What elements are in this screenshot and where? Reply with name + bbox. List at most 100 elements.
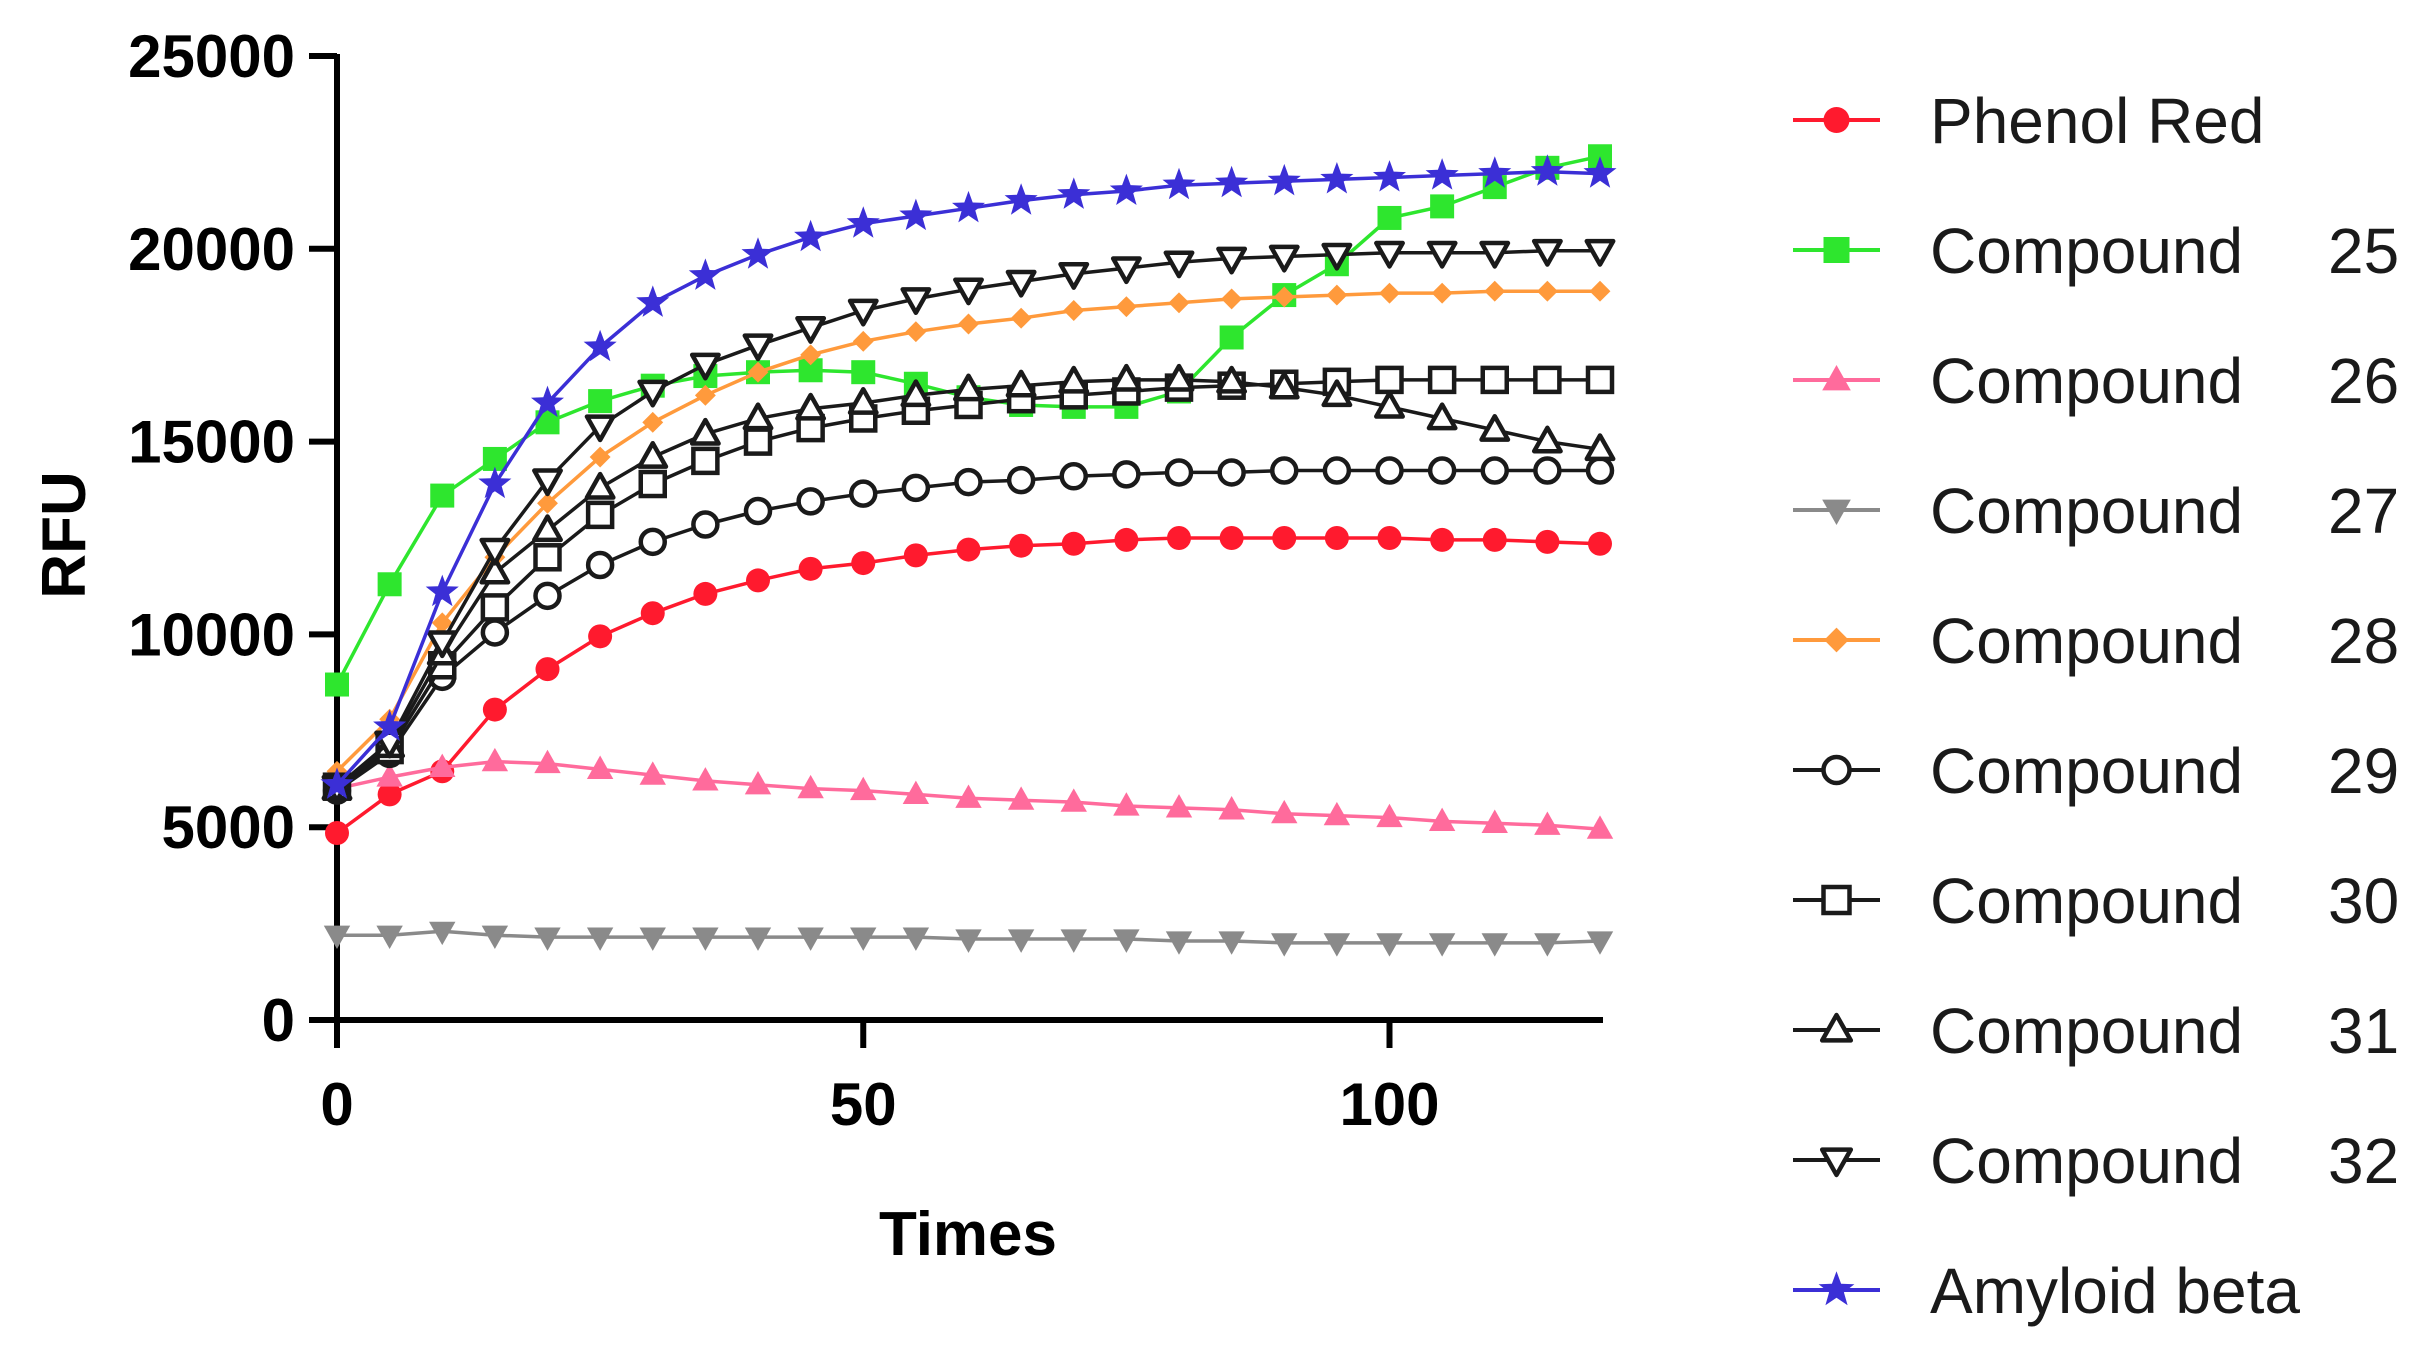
- series-6: [322, 365, 1615, 801]
- legend-number: 31: [2328, 995, 2399, 1067]
- data-point: [478, 466, 512, 499]
- data-point: [1164, 458, 1194, 487]
- data-point: [479, 537, 511, 566]
- x-tick-label: 0: [320, 1071, 353, 1138]
- data-point: [531, 385, 564, 418]
- data-point: [1005, 269, 1037, 298]
- series-5: [322, 456, 1615, 805]
- data-point: [1321, 379, 1353, 408]
- data-point: [1585, 365, 1615, 395]
- data-point: [1221, 288, 1243, 310]
- data-point: [1536, 280, 1558, 302]
- data-point: [1430, 527, 1455, 552]
- data-point: [1113, 792, 1140, 816]
- data-point: [1115, 296, 1137, 318]
- data-point: [1217, 458, 1246, 487]
- data-point: [1379, 282, 1400, 304]
- data-point: [320, 767, 354, 799]
- data-point: [1114, 527, 1139, 552]
- data-point: [1589, 280, 1611, 302]
- x-tick-label: 50: [830, 1071, 897, 1138]
- legend-item: Compound 32: [1793, 1125, 2399, 1197]
- data-point: [1425, 158, 1459, 190]
- data-point: [1585, 456, 1615, 485]
- y-tick-label: 20000: [128, 216, 295, 283]
- data-point: [532, 514, 563, 543]
- data-point: [1586, 931, 1614, 955]
- data-point: [1478, 156, 1512, 188]
- data-point: [743, 427, 773, 456]
- data-point: [1216, 365, 1248, 394]
- legend-label: Compound: [1930, 215, 2243, 287]
- data-point: [1009, 533, 1034, 558]
- data-point: [532, 468, 563, 497]
- data-point: [1004, 183, 1038, 215]
- legend-item: Compound 25: [1793, 215, 2399, 287]
- x-axis-ticks: 0 50 100: [320, 1020, 1440, 1138]
- legend: Phenol Red Compound 25 Compound 26 Compound 27…: [1793, 85, 2399, 1327]
- data-point: [1480, 365, 1509, 395]
- data-point: [902, 927, 930, 951]
- data-point: [1374, 390, 1405, 419]
- legend-marker: [1821, 754, 1852, 786]
- data-point: [796, 487, 825, 516]
- data-point: [953, 277, 984, 306]
- legend-marker: [1822, 499, 1851, 525]
- data-point: [900, 287, 932, 315]
- data-point: [1428, 933, 1456, 957]
- data-point: [1165, 794, 1193, 818]
- data-point: [1010, 307, 1032, 329]
- data-point: [1323, 933, 1351, 957]
- data-point: [797, 774, 824, 799]
- data-point: [1534, 811, 1561, 835]
- data-point: [743, 496, 773, 526]
- legend-marker: [1824, 627, 1849, 653]
- data-point: [1479, 240, 1511, 269]
- data-point: [795, 392, 827, 421]
- series-line: [335, 378, 1601, 790]
- data-point: [638, 527, 667, 557]
- data-point: [1375, 365, 1404, 395]
- series-7: [321, 363, 1616, 801]
- data-point: [1584, 433, 1616, 462]
- data-point: [746, 568, 770, 593]
- data-point: [584, 414, 616, 443]
- data-point: [533, 581, 562, 611]
- data-point: [325, 820, 349, 845]
- data-point: [534, 927, 561, 951]
- data-point: [955, 784, 982, 808]
- data-point: [376, 763, 403, 787]
- data-point: [1219, 325, 1244, 350]
- data-point: [1163, 363, 1195, 392]
- data-point: [1588, 531, 1612, 556]
- legend-marker: [1822, 365, 1851, 391]
- data-point: [747, 361, 769, 383]
- data-point: [430, 483, 455, 508]
- data-point: [1268, 244, 1300, 273]
- y-axis-ticks: 0 5000 10000 15000 20000 25000: [128, 23, 337, 1054]
- data-point: [1484, 280, 1506, 302]
- legend-item: Compound 26: [1793, 345, 2399, 417]
- series-line: [335, 289, 1600, 773]
- data-point: [846, 206, 880, 238]
- data-point: [481, 925, 509, 949]
- data-point: [1005, 369, 1037, 398]
- y-tick-label: 10000: [128, 601, 295, 668]
- data-point: [956, 537, 981, 562]
- data-point: [588, 624, 613, 649]
- series-line: [335, 154, 1601, 686]
- data-point: [1163, 250, 1195, 279]
- data-point: [1586, 815, 1614, 839]
- data-point: [636, 285, 670, 317]
- series-0: [325, 526, 1612, 845]
- legend-number: 27: [2328, 475, 2399, 547]
- data-point: [639, 761, 666, 785]
- data-point: [584, 471, 616, 500]
- data-point: [1531, 425, 1563, 454]
- data-point: [1533, 456, 1562, 485]
- data-point: [1430, 194, 1455, 219]
- legend-label: Compound: [1930, 1125, 2243, 1197]
- data-point: [851, 360, 876, 385]
- legend-label: Amyloid beta: [1930, 1255, 2300, 1327]
- data-point: [480, 593, 510, 622]
